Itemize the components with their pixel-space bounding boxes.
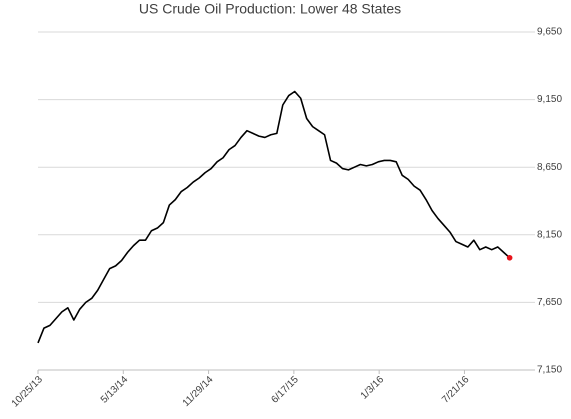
x-tick-label: 1/3/16 [359, 374, 387, 402]
x-tick-label: 11/29/14 [181, 374, 216, 409]
y-tick-label: 7,650 [537, 297, 562, 308]
x-tick-label: 5/13/14 [99, 374, 131, 406]
y-tick-label: 7,150 [537, 365, 562, 376]
y-tick-label: 8,650 [537, 162, 562, 173]
line [37, 90, 511, 344]
y-tick-label: 9,650 [537, 27, 562, 38]
x-tick-label: 10/25/13 [10, 374, 46, 410]
x-tick-label: 6/17/15 [269, 374, 301, 406]
y-tick-label: 9,150 [537, 94, 562, 105]
y-tick-label: 8,150 [537, 229, 562, 240]
last-point [506, 254, 513, 261]
x-tick-label: 7/21/16 [440, 374, 472, 406]
chart-title: US Crude Oil Production: Lower 48 States [139, 1, 401, 17]
